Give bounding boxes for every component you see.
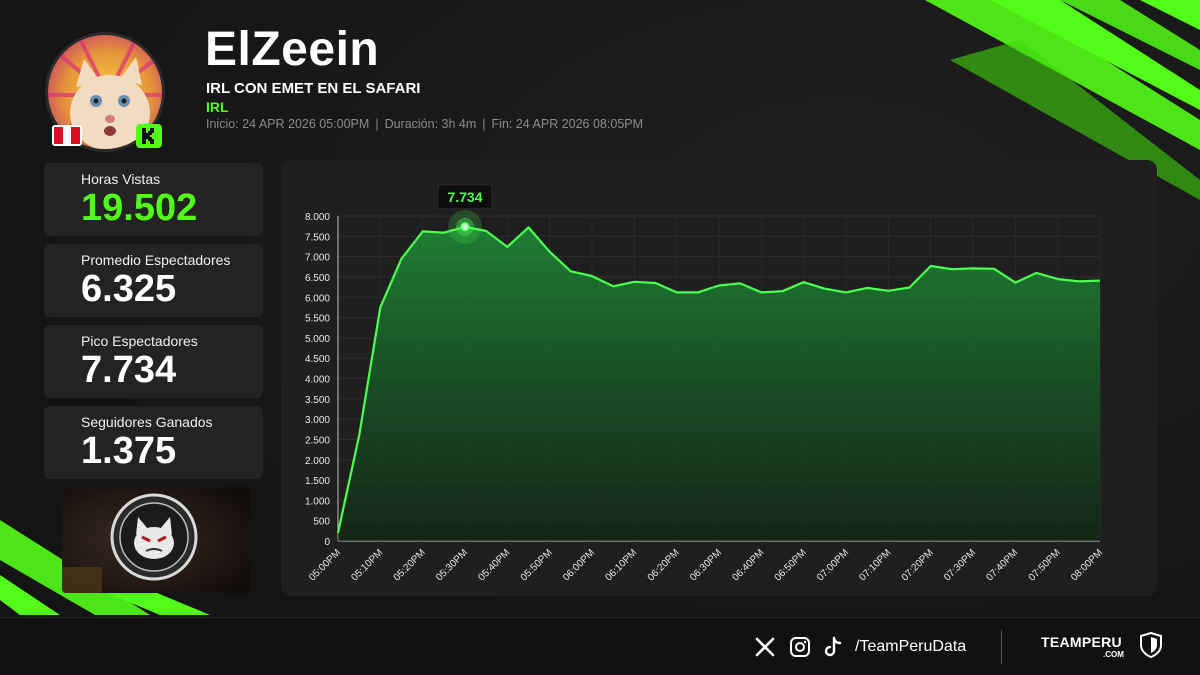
y-tick-label: 5.000 [305, 334, 330, 345]
stat-value: 19.502 [81, 187, 198, 229]
y-tick-label: 500 [313, 517, 330, 528]
y-tick-label: 8.000 [305, 212, 330, 223]
end-time: Fin: 24 APR 2026 08:05PM [491, 117, 644, 131]
x-tick-label: 05:10PM [349, 547, 385, 583]
footer-bar: /TeamPeruData TEAMPERU .COM [0, 617, 1200, 675]
x-tick-label: 05:40PM [476, 547, 512, 583]
brand-domain: .COM [1103, 650, 1124, 659]
x-tick-label: 05:50PM [519, 547, 555, 583]
brand-name: TEAMPERU [1041, 634, 1122, 650]
series-area [338, 226, 1100, 542]
x-tick-label: 06:20PM [646, 547, 682, 583]
stream-title: IRL CON EMET EN EL SAFARI [206, 80, 421, 97]
y-tick-label: 3.000 [305, 415, 330, 426]
stat-card-average-viewers: Promedio Espectadores 6.325 [44, 244, 263, 317]
stat-card-hours-watched: Horas Vistas 19.502 [44, 163, 263, 236]
kick-logo-icon [136, 124, 162, 148]
stream-category: IRL [206, 99, 229, 115]
duration: Duración: 3h 4m [384, 117, 477, 131]
x-tick-label: 06:50PM [773, 547, 809, 583]
y-tick-label: 7.500 [305, 232, 330, 243]
y-tick-label: 2.000 [305, 456, 330, 467]
peak-label: 7.734 [447, 189, 482, 205]
peru-flag-icon [52, 125, 82, 146]
x-tick-label: 07:40PM [984, 547, 1020, 583]
y-tick-label: 4.500 [305, 354, 330, 365]
social-handle[interactable]: /TeamPeruData [855, 638, 967, 655]
x-tick-label: 08:00PM [1069, 547, 1105, 583]
stat-value: 7.734 [81, 349, 177, 391]
x-tick-label: 05:20PM [392, 547, 428, 583]
footer-divider [1001, 630, 1002, 664]
y-tick-label: 2.500 [305, 435, 330, 446]
instagram-icon[interactable] [789, 636, 811, 658]
stream-thumbnail [62, 487, 250, 593]
x-icon[interactable] [754, 636, 776, 658]
peak-point [460, 222, 470, 232]
x-tick-label: 05:00PM [307, 547, 343, 583]
viewers-chart-panel: 0 500 1.000 1.500 2.000 2.500 3.000 3.500 4.000 4… [281, 160, 1157, 596]
start-time: Inicio: 24 APR 2026 05:00PM [206, 117, 370, 131]
stat-value: 6.325 [81, 268, 177, 310]
y-tick-label: 1.500 [305, 476, 330, 487]
x-tick-label: 07:30PM [942, 547, 978, 583]
x-tick-label: 06:30PM [688, 547, 724, 583]
stat-card-peak-viewers: Pico Espectadores 7.734 [44, 325, 263, 398]
stream-meta: Inicio: 24 APR 2026 05:00PM | Duración: 3h… [206, 117, 643, 131]
shield-logo-icon [1140, 632, 1162, 658]
x-tick-label: 07:20PM [900, 547, 936, 583]
y-tick-label: 5.500 [305, 314, 330, 325]
stat-label: Promedio Espectadores [81, 252, 231, 268]
stat-value: 1.375 [81, 430, 177, 472]
tiktok-icon[interactable] [822, 636, 844, 658]
peak-label-box [437, 184, 493, 210]
meta-separator: | [375, 117, 379, 131]
y-tick-label: 0 [324, 537, 330, 548]
x-tick-label: 06:40PM [730, 547, 766, 583]
x-tick-label: 07:00PM [815, 547, 851, 583]
stat-label: Seguidores Ganados [81, 414, 213, 430]
x-tick-label: 05:30PM [434, 547, 470, 583]
viewers-area-chart: 0 500 1.000 1.500 2.000 2.500 3.000 3.500 4.000 4… [305, 184, 1105, 583]
y-tick-label: 6.000 [305, 293, 330, 304]
streamer-name: ElZeein [205, 23, 380, 76]
stat-label: Pico Espectadores [81, 333, 198, 349]
stat-label: Horas Vistas [81, 171, 161, 187]
stat-card-followers-gained: Seguidores Ganados 1.375 [44, 406, 263, 479]
x-tick-label: 06:10PM [603, 547, 639, 583]
meta-separator: | [482, 117, 486, 131]
y-tick-label: 3.500 [305, 395, 330, 406]
y-tick-label: 1.000 [305, 496, 330, 507]
x-tick-label: 06:00PM [561, 547, 597, 583]
y-tick-label: 7.000 [305, 253, 330, 264]
x-tick-label: 07:10PM [857, 547, 893, 583]
x-tick-label: 07:50PM [1027, 547, 1063, 583]
y-tick-label: 4.000 [305, 375, 330, 386]
y-tick-label: 6.500 [305, 273, 330, 284]
